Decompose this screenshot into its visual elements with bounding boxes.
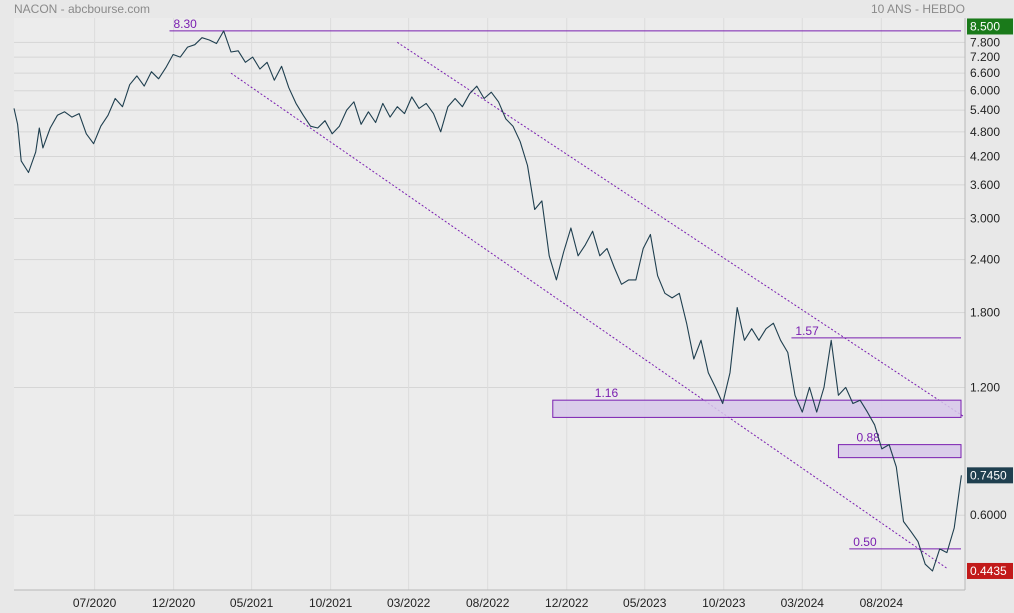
y-tick-label: 2.400 (970, 253, 1000, 267)
x-tick-label: 12/2020 (152, 596, 196, 610)
x-tick-label: 10/2023 (702, 596, 746, 610)
price-tag-high (967, 18, 1013, 35)
price-tag-low (967, 562, 1013, 579)
price-tag-label: 0.7450 (970, 468, 1007, 482)
x-tick-label: 07/2020 (73, 596, 117, 610)
price-series-line (13, 30, 962, 572)
y-tick-label: 1.800 (970, 306, 1000, 320)
support-zone (552, 399, 962, 418)
level-label: 0.50 (853, 535, 877, 549)
x-tick-label: 08/2024 (860, 596, 904, 610)
level-label: 1.57 (795, 324, 819, 338)
x-tick-label: 12/2022 (545, 596, 589, 610)
y-tick-label: 4.800 (970, 125, 1000, 139)
x-tick-label: 08/2022 (466, 596, 510, 610)
y-tick-label: 0.6000 (970, 508, 1007, 522)
y-tick-label: 5.400 (970, 103, 1000, 117)
y-tick-label: 7.800 (970, 35, 1000, 49)
zone-label: 0.88 (856, 431, 880, 445)
x-tick-label: 05/2023 (623, 596, 667, 610)
support-zone (837, 444, 962, 459)
chart-period: 10 ANS - HEBDO (871, 2, 965, 16)
price-tag-label: 8.500 (970, 19, 1000, 33)
y-tick-label: 3.000 (970, 211, 1000, 225)
trend-channel-line (230, 72, 948, 569)
x-tick-label: 10/2021 (309, 596, 353, 610)
y-tick-label: 1.200 (970, 380, 1000, 394)
y-tick-label: 6.000 (970, 84, 1000, 98)
y-tick-label: 7.200 (970, 50, 1000, 64)
x-tick-label: 03/2022 (387, 596, 431, 610)
plot-area (14, 18, 965, 590)
x-tick-label: 03/2024 (781, 596, 825, 610)
level-label: 8.30 (173, 17, 197, 31)
y-tick-label: 4.200 (970, 149, 1000, 163)
x-tick-label: 05/2021 (230, 596, 274, 610)
trend-channel-line (397, 41, 966, 418)
y-tick-label: 3.600 (970, 178, 1000, 192)
chart-title: NACON - abcbourse.com (14, 2, 150, 16)
price-tag-label: 0.4435 (970, 564, 1007, 578)
price-tag-last (967, 467, 1013, 484)
zone-label: 1.16 (595, 386, 619, 400)
y-tick-label: 6.600 (970, 66, 1000, 80)
